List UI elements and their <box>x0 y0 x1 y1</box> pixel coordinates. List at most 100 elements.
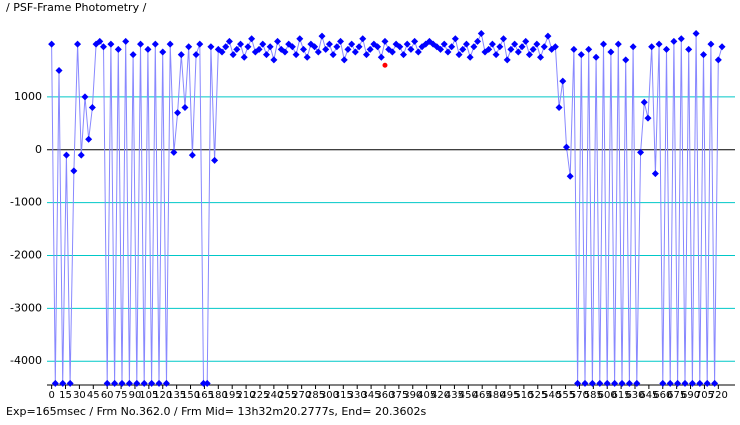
data-point <box>55 67 63 74</box>
data-point <box>500 35 508 43</box>
data-point <box>355 43 363 51</box>
x-tick-label: 90 <box>129 390 142 401</box>
data-point <box>459 45 467 53</box>
x-tick-label: 30 <box>73 390 86 401</box>
data-point <box>511 40 519 48</box>
data-point <box>225 37 233 45</box>
data-point <box>637 148 645 156</box>
data-point <box>233 45 241 53</box>
data-point <box>99 43 107 51</box>
data-point <box>274 37 282 45</box>
y-tick-label: 1000 <box>14 90 42 103</box>
data-point <box>196 40 204 48</box>
x-tick-label: 150 <box>181 390 200 401</box>
data-point <box>466 53 474 61</box>
data-point <box>81 93 89 101</box>
data-point <box>407 45 415 53</box>
data-point <box>714 56 722 64</box>
data-point <box>629 43 637 51</box>
data-point <box>107 40 115 48</box>
data-point <box>555 104 563 111</box>
x-tick-label: 615 <box>612 390 631 401</box>
data-point <box>681 379 689 387</box>
data-point <box>562 143 570 151</box>
data-point <box>322 45 330 53</box>
data-point <box>88 104 96 111</box>
data-point <box>329 51 337 59</box>
data-point <box>559 77 567 85</box>
data-point <box>496 43 504 51</box>
data-point <box>440 40 448 48</box>
data-point <box>514 48 522 56</box>
x-tick-label: 510 <box>514 390 533 401</box>
data-point <box>677 35 685 43</box>
data-point <box>451 35 459 43</box>
data-point <box>144 45 152 53</box>
x-tick-label: 525 <box>528 390 547 401</box>
y-tick-label: 0 <box>35 143 42 156</box>
data-point <box>166 40 174 48</box>
data-point <box>585 45 593 53</box>
data-point <box>162 379 170 387</box>
y-tick-label: -1000 <box>10 196 42 209</box>
y-tick-label: -2000 <box>10 249 42 262</box>
data-point <box>529 45 537 53</box>
data-point <box>411 37 419 45</box>
data-point <box>674 379 682 387</box>
data-point <box>218 48 226 56</box>
x-tick-label: 75 <box>115 390 128 401</box>
data-point <box>118 379 126 387</box>
data-point <box>577 51 585 59</box>
data-point <box>199 379 207 387</box>
x-tick-label: 15 <box>59 390 72 401</box>
data-point <box>77 151 85 159</box>
x-tick-label: 255 <box>278 390 297 401</box>
data-point <box>592 53 600 61</box>
data-point <box>396 43 404 51</box>
data-point <box>348 40 356 48</box>
data-point <box>96 37 104 45</box>
data-point <box>137 40 145 48</box>
data-point <box>85 135 93 143</box>
data-point <box>248 35 256 43</box>
data-point <box>122 37 130 45</box>
x-tick-label: 540 <box>542 390 561 401</box>
data-point <box>129 51 137 59</box>
data-point <box>229 51 237 59</box>
x-tick-label: 555 <box>556 390 575 401</box>
data-point <box>292 51 300 59</box>
data-point <box>259 40 267 48</box>
data-point <box>485 45 493 53</box>
x-tick-label: 585 <box>584 390 603 401</box>
data-point <box>59 379 67 387</box>
data-point <box>414 48 422 56</box>
y-tick-label: -3000 <box>10 301 42 314</box>
x-tick-label: 660 <box>653 390 672 401</box>
x-tick-label: 495 <box>500 390 519 401</box>
x-tick-label: 180 <box>209 390 228 401</box>
data-point <box>655 40 663 48</box>
data-point <box>588 379 596 387</box>
data-point <box>318 32 326 40</box>
data-point <box>651 170 659 178</box>
data-point <box>692 30 700 37</box>
data-point <box>659 379 667 387</box>
data-point <box>607 48 615 56</box>
x-tick-label: 225 <box>250 390 269 401</box>
data-point <box>299 45 307 53</box>
x-tick-label: 450 <box>459 390 478 401</box>
data-point <box>711 379 719 387</box>
footer: Exp=165msec / Frm No.362.0 / Frm Mid= 13… <box>6 405 426 418</box>
data-point <box>211 156 219 164</box>
x-tick-label: 345 <box>362 390 381 401</box>
data-point <box>262 51 270 59</box>
data-point <box>374 43 382 51</box>
x-tick-label: 720 <box>709 390 728 401</box>
data-point <box>688 379 696 387</box>
data-point <box>403 40 411 48</box>
data-point <box>614 40 622 48</box>
data-point <box>518 43 526 51</box>
x-tick-label: 675 <box>667 390 686 401</box>
